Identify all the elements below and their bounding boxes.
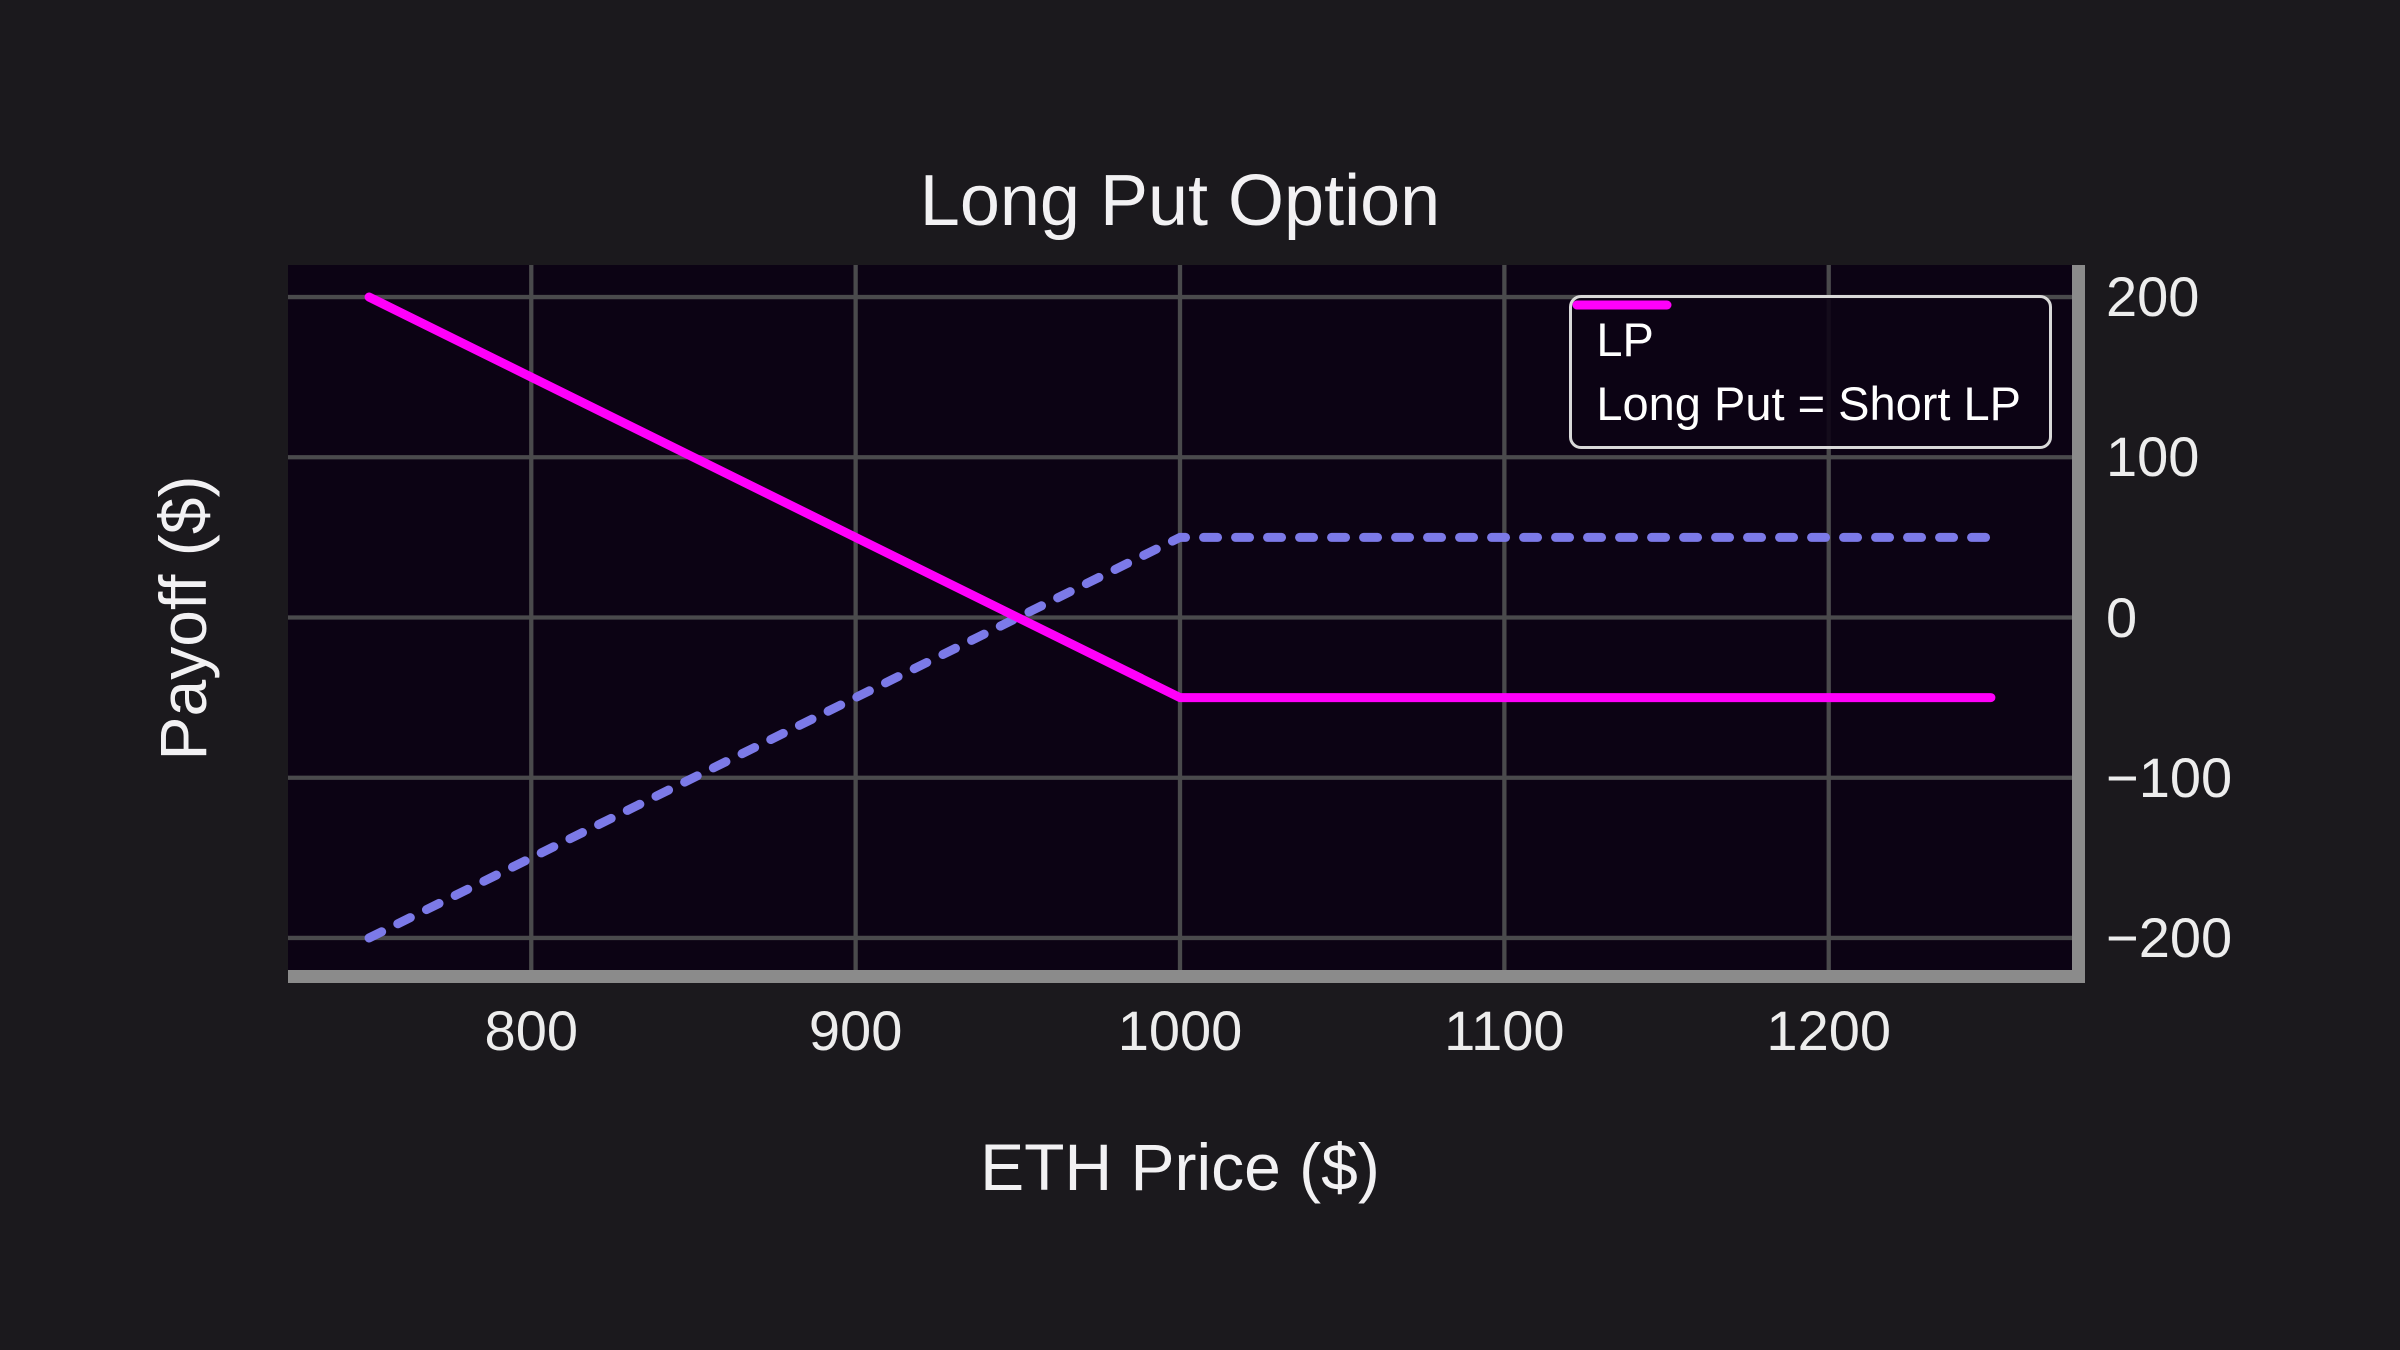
series-line-lp (364, 532, 1996, 943)
chart-title: Long Put Option (919, 161, 1441, 241)
legend-entry: Long Put = Short LP (1572, 300, 2021, 434)
x-tick-label: 1000 (1117, 999, 1243, 1062)
plot-area: LP Long Put = Short LP (288, 265, 2085, 983)
y-tick-label: 100 (2106, 425, 2200, 489)
y-tick-label: 0 (2106, 585, 2138, 649)
x-tick-label: 800 (484, 999, 578, 1062)
x-axis-label: ETH Price ($) (980, 1130, 1380, 1204)
y-tick-label: −200 (2106, 905, 2233, 969)
x-tick-label: 1100 (1444, 999, 1565, 1062)
x-tick-label: 900 (808, 999, 903, 1062)
y-axis-tick-labels: 200 100 0 −100 −200 (2106, 0, 2396, 1350)
legend-label: LP (1596, 312, 1654, 366)
legend: LP Long Put = Short LP (1569, 295, 2052, 449)
series-line-long-put-short-lp (364, 292, 1996, 703)
y-tick-label: 200 (2106, 265, 2200, 329)
legend-label: Long Put = Short LP (1596, 376, 2021, 430)
legend-entry: LP (1572, 300, 2021, 370)
y-axis-label: Payoff ($) (146, 475, 220, 761)
y-tick-label: −100 (2106, 745, 2233, 809)
x-tick-label: 1200 (1766, 999, 1892, 1062)
x-axis-tick-labels: 800 900 1000 1100 1200 (288, 1003, 2072, 1063)
legend-solid-line-swatch (1572, 300, 1672, 310)
